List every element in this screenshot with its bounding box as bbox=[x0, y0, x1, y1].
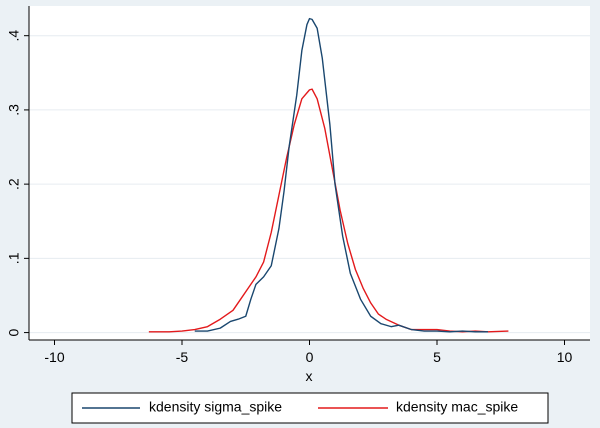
x-tick-label-2: 0 bbox=[306, 349, 314, 365]
legend-label-1: kdensity mac_spike bbox=[396, 399, 518, 415]
x-tick-label-3: 5 bbox=[433, 349, 441, 365]
x-tick-label-1: -5 bbox=[176, 349, 189, 365]
series-layer bbox=[148, 17, 509, 333]
y-tick-label-2: .2 bbox=[6, 178, 22, 190]
legend-box bbox=[71, 392, 549, 424]
legend: kdensity sigma_spike kdensity mac_spike bbox=[71, 392, 549, 424]
x-axis-title: x bbox=[306, 368, 313, 384]
y-tick-label-3: .3 bbox=[6, 104, 22, 116]
y-tick-label-4: .4 bbox=[6, 30, 22, 42]
x-tick-label-0: -10 bbox=[44, 349, 64, 365]
y-axis-ticks: 0 .1 .2 .3 .4 bbox=[6, 30, 29, 336]
legend-label-0: kdensity sigma_spike bbox=[149, 399, 282, 415]
x-tick-label-4: 10 bbox=[557, 349, 573, 365]
y-tick-label-0: 0 bbox=[6, 328, 22, 336]
plot-area bbox=[29, 6, 590, 340]
x-axis-ticks: -10 -5 0 5 10 bbox=[44, 340, 572, 365]
y-tick-label-1: .1 bbox=[6, 252, 22, 264]
grid-lines bbox=[29, 35, 590, 334]
series-line-1 bbox=[148, 88, 509, 333]
series-line-0 bbox=[194, 17, 488, 333]
